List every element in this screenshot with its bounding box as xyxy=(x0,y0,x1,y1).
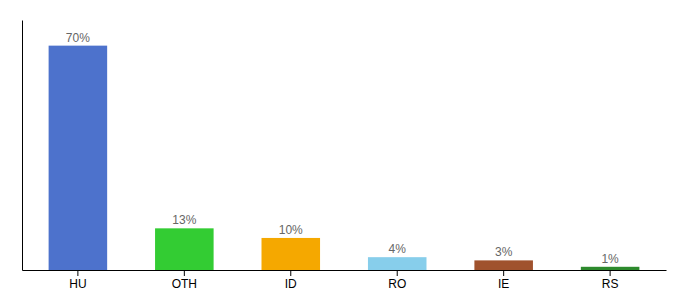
bar xyxy=(474,260,533,270)
bar xyxy=(368,257,427,270)
data-label: 10% xyxy=(279,223,303,237)
data-label: 4% xyxy=(389,242,407,256)
x-tick-mark xyxy=(503,270,504,276)
x-tick-mark xyxy=(610,270,611,276)
bar xyxy=(581,267,640,270)
y-axis-line xyxy=(22,21,23,271)
y-axis xyxy=(22,21,23,271)
x-tick: HU xyxy=(69,270,86,291)
x-tick: RS xyxy=(602,270,619,291)
x-tick-label: IE xyxy=(498,277,509,291)
x-tick-label: ID xyxy=(285,277,297,291)
x-tick: IE xyxy=(498,270,509,291)
x-tick-label: HU xyxy=(69,277,86,291)
bar xyxy=(262,238,321,270)
x-axis: HU OTH ID RO IE RS xyxy=(23,270,667,291)
x-tick-label: OTH xyxy=(172,277,197,291)
x-tick-label: RO xyxy=(388,277,406,291)
x-axis-line xyxy=(23,270,667,271)
x-tick-mark xyxy=(290,270,291,276)
data-label: 1% xyxy=(601,252,619,266)
x-tick-mark xyxy=(184,270,185,276)
bar xyxy=(155,228,214,270)
x-tick-mark xyxy=(77,270,78,276)
data-label: 70% xyxy=(66,31,90,45)
chart: HU OTH ID RO IE RS 70% 13% 10% 4% 3% 1% xyxy=(0,0,680,300)
data-label: 3% xyxy=(495,245,513,259)
x-tick: ID xyxy=(285,270,297,291)
x-tick: RO xyxy=(388,270,406,291)
x-tick-mark xyxy=(397,270,398,276)
data-labels: 70% 13% 10% 4% 3% 1% xyxy=(66,31,619,266)
x-tick-label: RS xyxy=(602,277,619,291)
plot: HU OTH ID RO IE RS 70% 13% 10% 4% 3% 1% xyxy=(23,21,667,291)
bars xyxy=(49,46,640,270)
bar xyxy=(49,46,108,270)
data-label: 13% xyxy=(172,213,196,227)
x-tick: OTH xyxy=(172,270,197,291)
